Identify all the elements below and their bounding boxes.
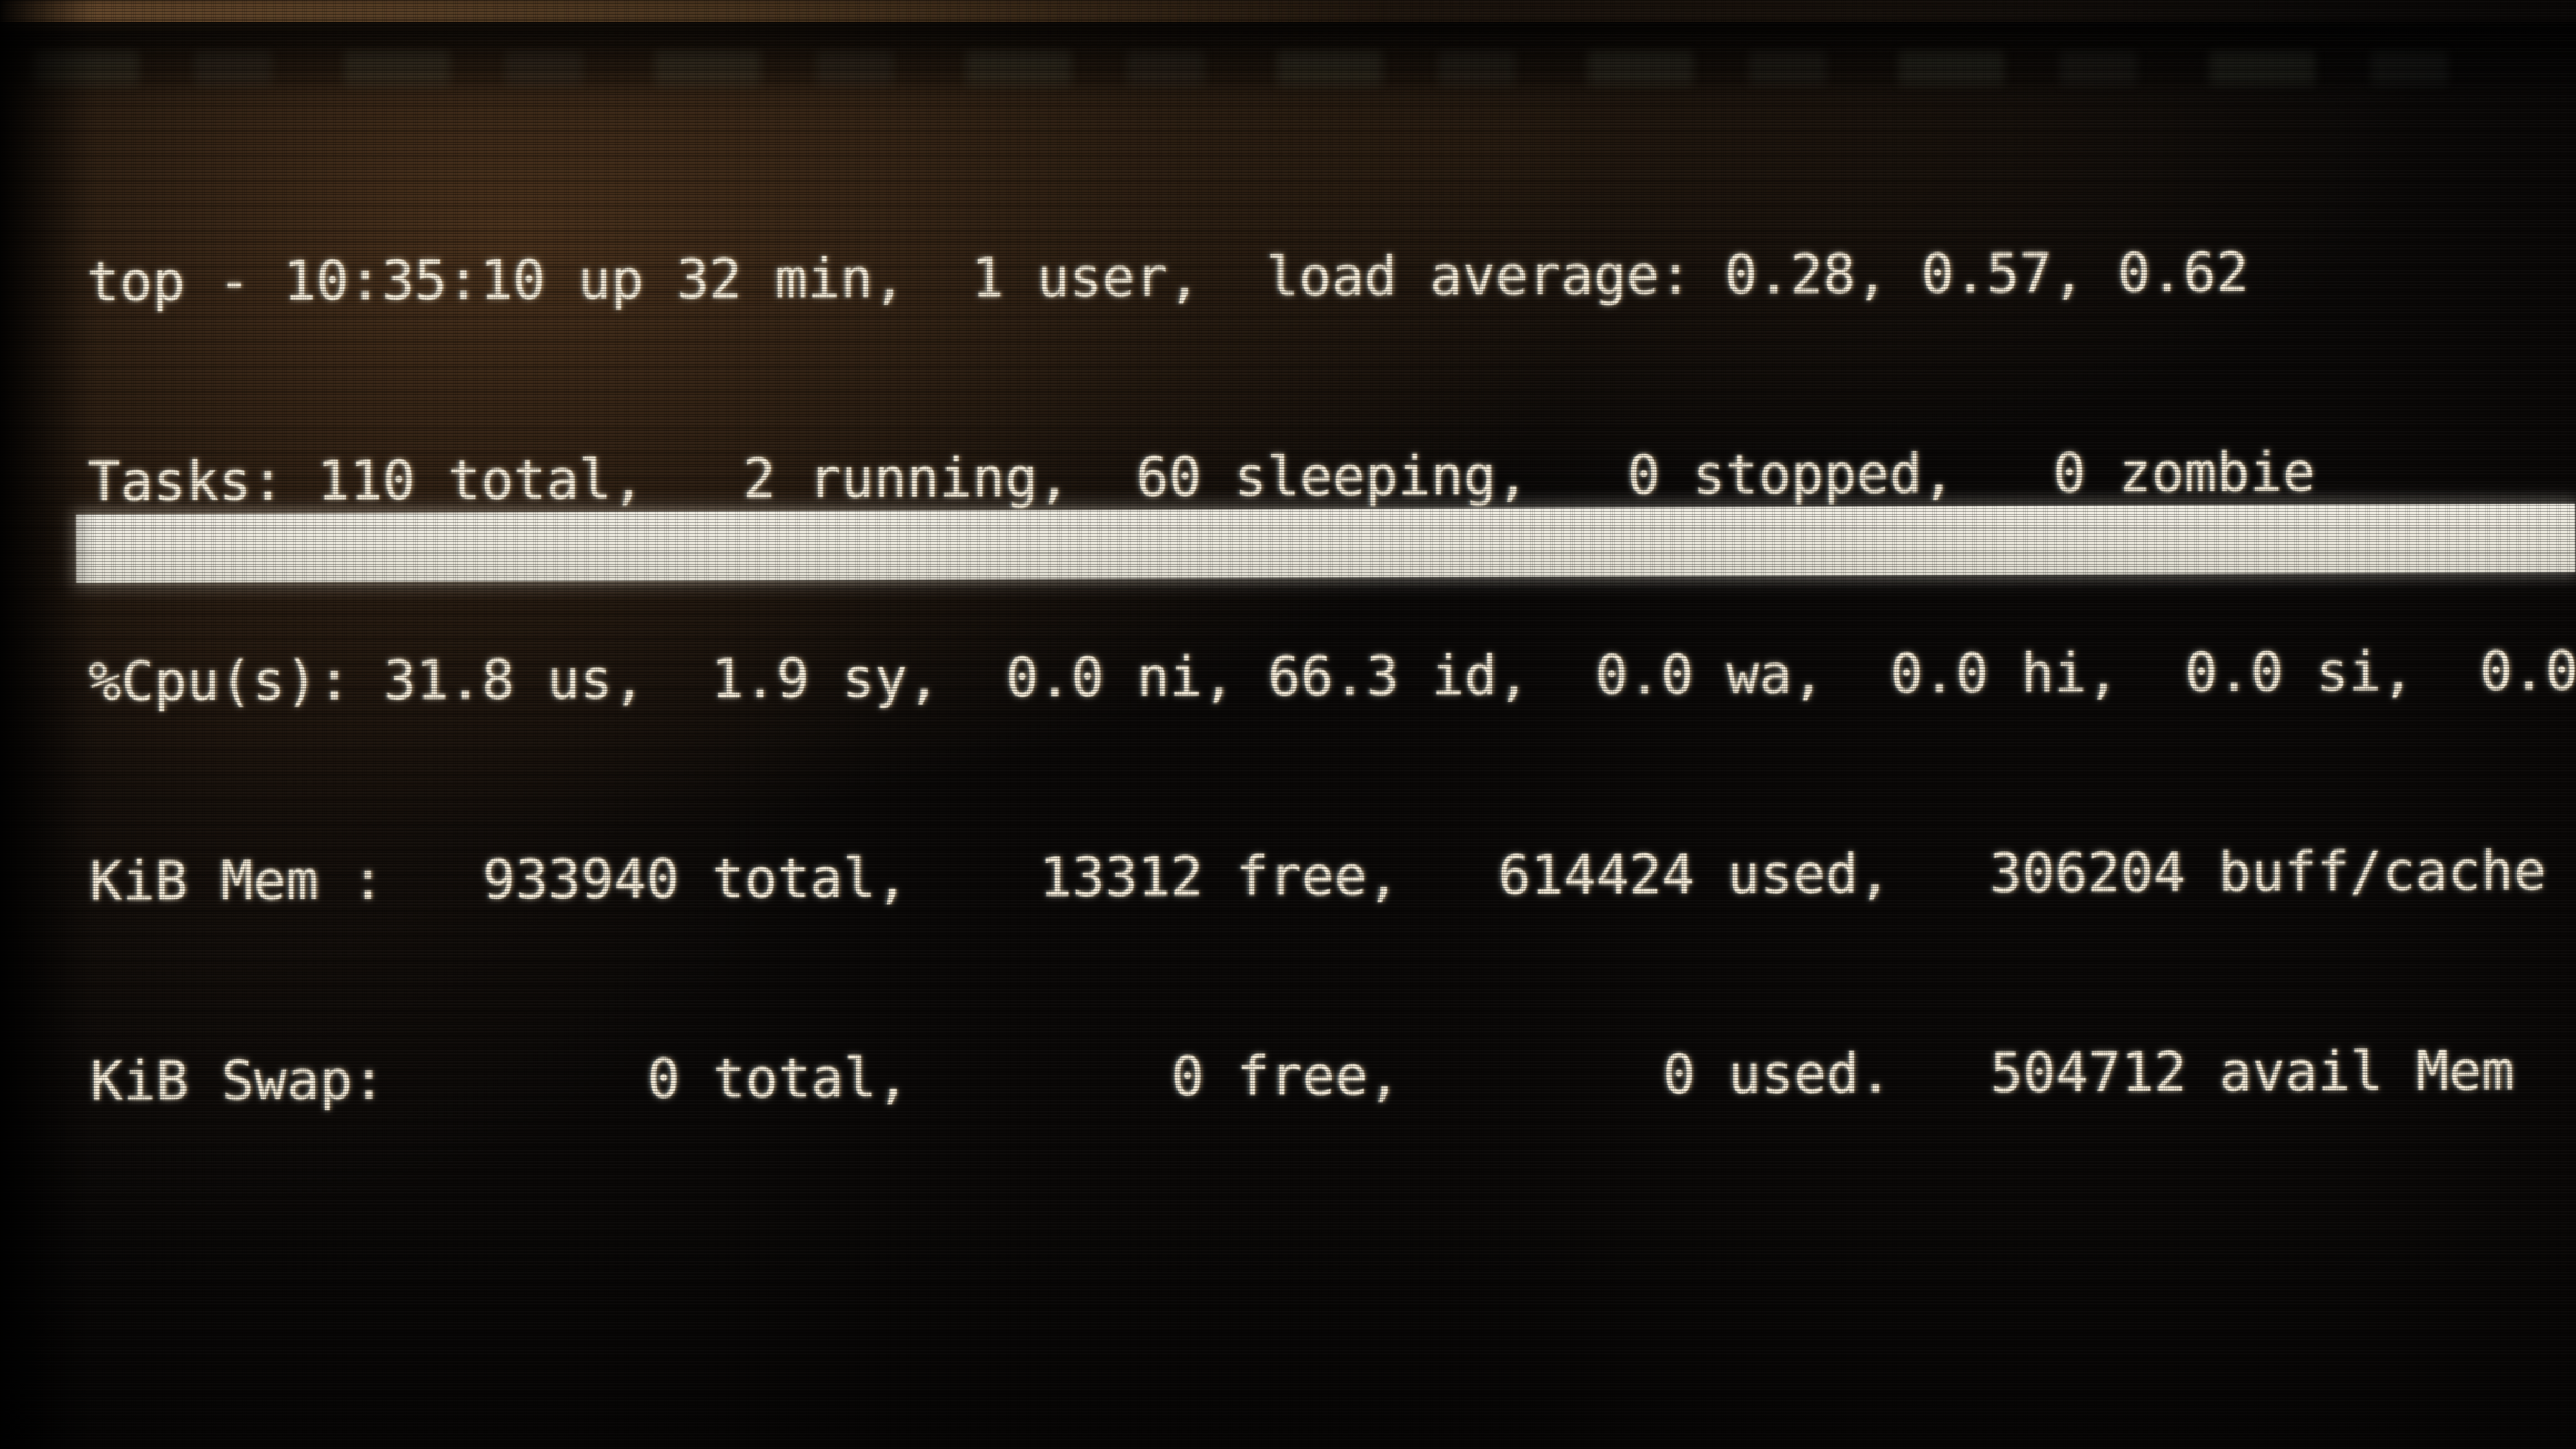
table-header-row: PID USER PR NI VIRT RES SHR S %CPU %MEM … [92, 1437, 2576, 1449]
summary-line-uptime: top - 10:35:10 up 32 min, 1 user, load a… [87, 241, 2249, 314]
blank-line [91, 1237, 2576, 1315]
summary-line-cpu: %Cpu(s): 31.8 us, 1.9 sy, 0.0 ni, 66.3 i… [88, 639, 2576, 714]
monitor-bezel-left [0, 0, 94, 1449]
top-output: top - 10:35:10 up 32 min, 1 user, load a… [86, 105, 2576, 1449]
summary-line-swap: KiB Swap: 0 total, 0 free, 0 used. 50471… [90, 1039, 2515, 1114]
summary-line-tasks: Tasks: 110 total, 2 running, 60 sleeping… [87, 440, 2316, 514]
summary-line-mem: KiB Mem : 933940 total, 13312 free, 6144… [89, 839, 2547, 914]
